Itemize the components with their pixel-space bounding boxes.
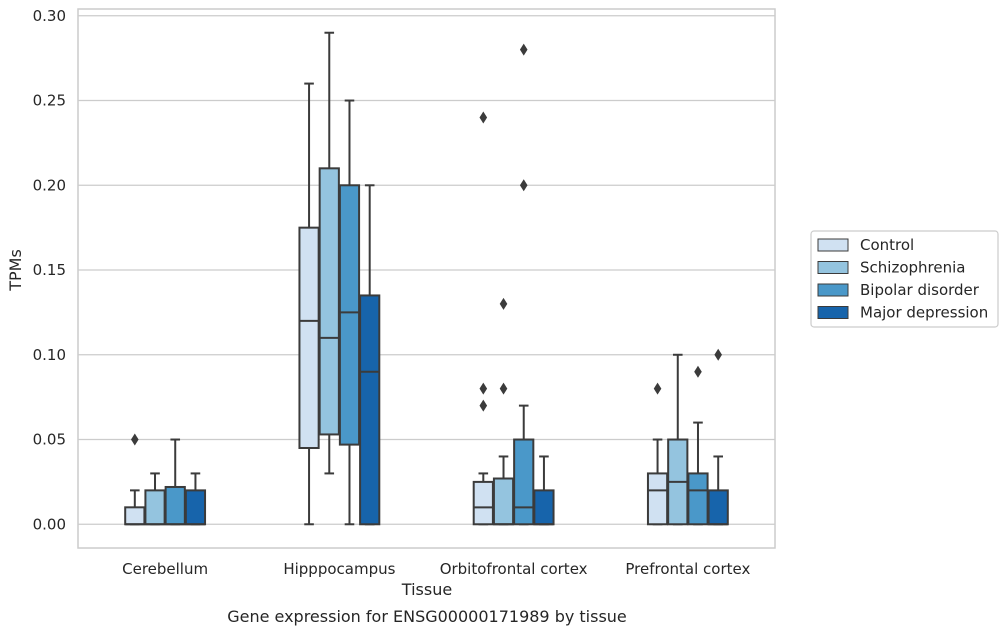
- box: [144, 489, 166, 526]
- box: [359, 294, 381, 526]
- x-tick-label: Hipppocampus: [283, 560, 395, 578]
- legend-label: Bipolar disorder: [860, 281, 980, 299]
- outlier-point: [131, 433, 139, 446]
- legend: Control Schizophrenia Bipolar disorder Majo…: [810, 230, 999, 328]
- box-group: [164, 438, 186, 526]
- y-tick-label: 0.05: [33, 431, 66, 449]
- y-tick-label: 0.30: [33, 7, 66, 25]
- box-group: [318, 31, 340, 475]
- box: [124, 506, 146, 526]
- gridlines: [78, 15, 775, 525]
- y-axis-label: TPMs: [6, 249, 25, 292]
- box: [318, 167, 340, 436]
- plot-area-frame: [77, 8, 776, 549]
- box-group: [707, 348, 729, 526]
- outlier-point: [653, 382, 662, 395]
- outlier-point: [714, 348, 722, 361]
- y-tick-label: 0.15: [33, 261, 66, 279]
- outlier-point: [499, 382, 508, 395]
- outlier-point: [479, 111, 488, 124]
- x-tick-label: Prefrontal cortex: [625, 560, 750, 578]
- box-group: [513, 43, 535, 526]
- box: [472, 480, 494, 526]
- y-tick-label: 0.00: [33, 515, 66, 533]
- outlier-point: [519, 43, 528, 56]
- box: [533, 489, 555, 526]
- legend-swatch: [817, 261, 849, 274]
- legend-swatch: [817, 238, 849, 252]
- legend-swatch: [817, 306, 849, 319]
- x-tick-label: Orbitofrontal cortex: [440, 560, 588, 578]
- box-group: [144, 472, 166, 526]
- box-group: [124, 433, 146, 526]
- outlier-point: [479, 382, 488, 395]
- boxes: [124, 31, 729, 526]
- box: [513, 438, 535, 526]
- box-group: [359, 184, 381, 526]
- box: [338, 184, 361, 446]
- x-tick-labels: Cerebellum Hipppocampus Orbitofrontal cort…: [122, 560, 750, 578]
- box-group: [646, 382, 669, 526]
- box-group: [298, 82, 320, 526]
- y-tick-label: 0.20: [33, 176, 66, 194]
- legend-label: Control: [860, 236, 914, 254]
- outlier-point: [519, 179, 528, 192]
- box: [164, 485, 186, 526]
- chart-caption: Gene expression for ENSG00000171989 by t…: [227, 607, 627, 626]
- box-group: [472, 111, 494, 526]
- box: [646, 472, 669, 526]
- box-group: [184, 472, 207, 526]
- box-group: [338, 99, 361, 526]
- box-group: [687, 365, 709, 526]
- legend-frame: [810, 230, 999, 328]
- box-group: [667, 353, 689, 526]
- legend-swatch: [817, 283, 849, 297]
- x-axis-label: Tissue: [401, 580, 452, 599]
- box: [298, 226, 320, 449]
- box-group: [492, 297, 515, 526]
- outlier-point: [499, 297, 508, 310]
- y-tick-labels: 0.00 0.05 0.10 0.15 0.20 0.25 0.30: [33, 7, 66, 533]
- box: [492, 477, 515, 526]
- legend-label: Major depression: [860, 304, 988, 322]
- x-tick-label: Cerebellum: [122, 560, 208, 578]
- box: [707, 489, 729, 526]
- outlier-point: [479, 399, 488, 412]
- box-group: [533, 455, 555, 526]
- box: [184, 489, 207, 526]
- outlier-point: [694, 365, 702, 378]
- legend-label: Schizophrenia: [860, 259, 965, 277]
- box: [687, 472, 709, 526]
- y-tick-label: 0.25: [33, 92, 66, 110]
- y-tick-label: 0.10: [33, 346, 66, 364]
